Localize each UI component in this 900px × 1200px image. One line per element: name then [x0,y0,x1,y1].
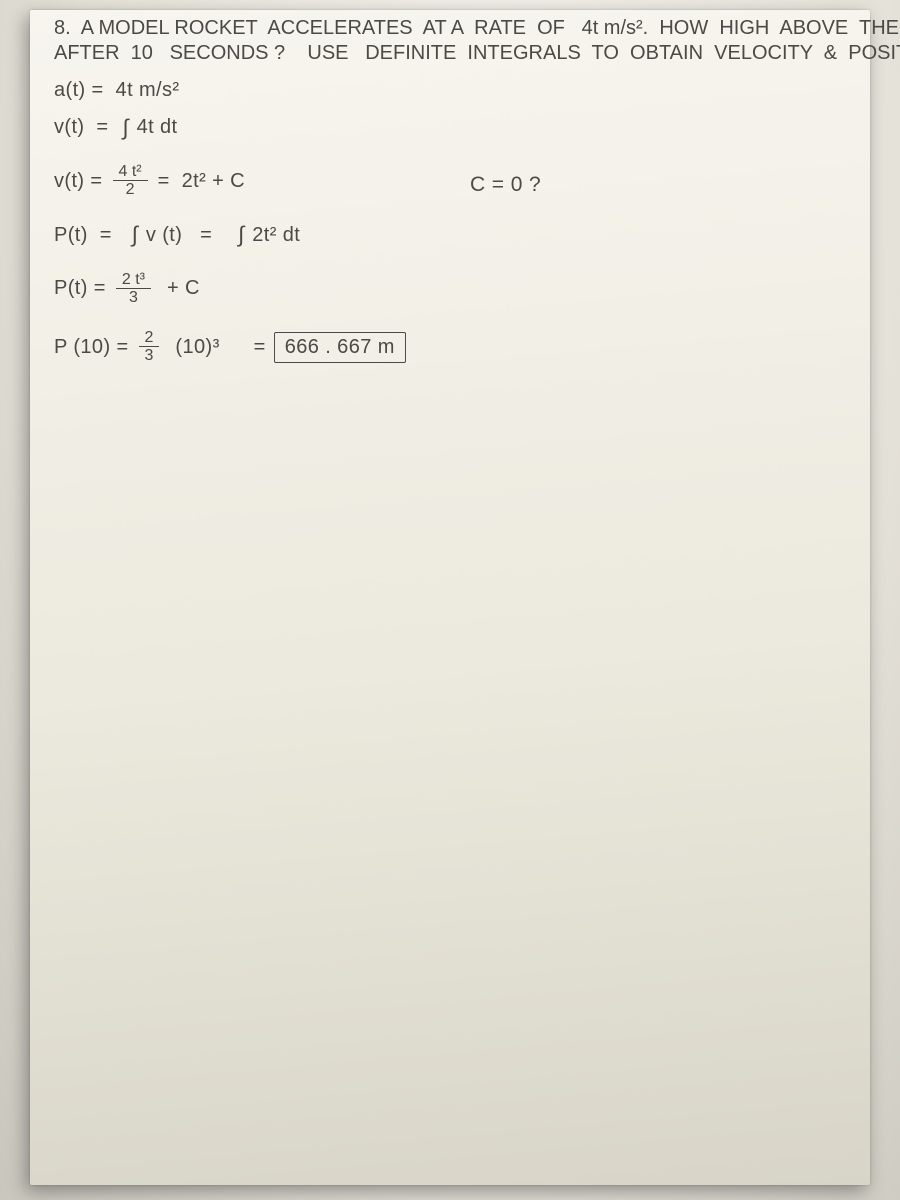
p-int-lhs: P(t) = [54,223,124,248]
p-int-mid: v (t) = [146,223,230,248]
photo-surface: 8. A MODEL ROCKET ACCELERATES AT A RATE … [0,0,900,1200]
p-fraction: 2 t³ 3 [116,272,151,307]
problem-line-2: AFTER 10 SECONDS ? USE DEFINITE INTEGRAL… [54,41,846,66]
problem-line-1: 8. A MODEL ROCKET ACCELERATES AT A RATE … [54,16,846,41]
ans-fraction: 2 3 [139,330,160,365]
v-frac-num: 4 t² [113,164,148,181]
ans-frac-num: 2 [139,330,160,347]
ans-frac-den: 3 [139,347,160,365]
v-fraction: 4 t² 2 [113,164,148,199]
velocity-result: v(t) = 4 t² 2 = 2t² + C [54,164,846,199]
v-integrand: 4t dt [137,115,178,140]
p-lhs: P(t) = [54,276,106,301]
worksheet-paper: 8. A MODEL ROCKET ACCELERATES AT A RATE … [30,10,870,1185]
v-lhs: v(t) = [54,169,103,194]
ans-lhs: P (10) = [54,335,129,360]
position-result: P(t) = 2 t³ 3 + C [54,272,846,307]
p-int-rhs: 2t² dt [252,223,300,248]
final-answer: P (10) = 2 3 (10)³ = 666 . 667 m [54,330,846,365]
p-rhs: + C [161,276,200,301]
ans-eq: = [254,335,266,360]
velocity-integral: v(t) = ∫ 4t dt [54,115,846,140]
v-int-lhs: v(t) = [54,115,114,140]
acceleration-eq: a(t) = 4t m/s² [54,78,846,103]
p-frac-den: 3 [116,289,151,307]
position-integral: P(t) = ∫ v (t) = ∫ 2t² dt [54,223,846,248]
p-frac-num: 2 t³ [116,272,151,289]
v-rhs: = 2t² + C [158,169,245,194]
v-frac-den: 2 [113,181,148,199]
answer-box: 666 . 667 m [274,332,406,363]
c-zero-note: C = 0 ? [470,172,541,198]
ans-pow: (10)³ [169,335,219,360]
